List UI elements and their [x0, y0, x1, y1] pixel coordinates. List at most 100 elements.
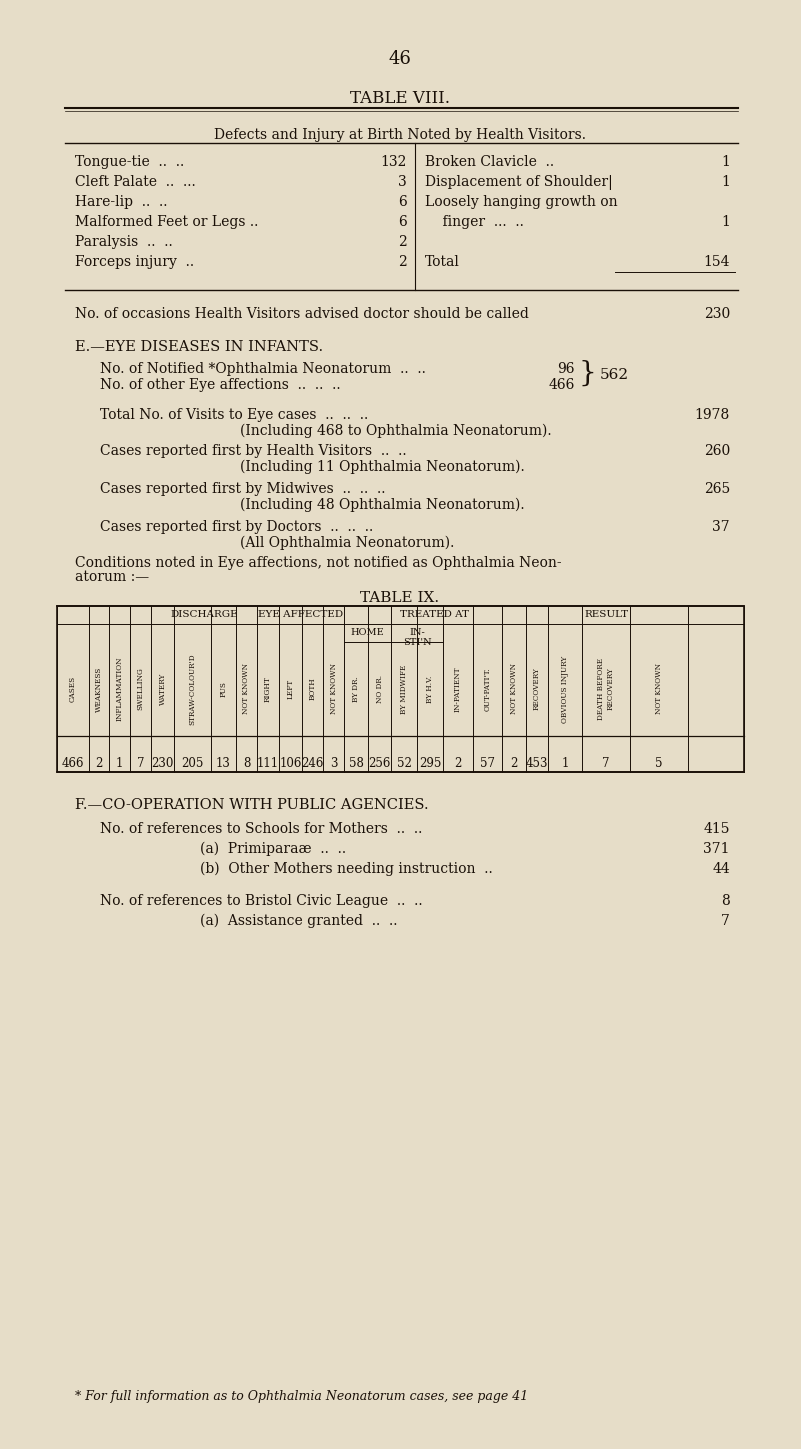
Text: 1: 1 — [721, 155, 730, 170]
Text: 205: 205 — [181, 756, 203, 769]
Text: (b)  Other Mothers needing instruction  ..: (b) Other Mothers needing instruction .. — [200, 862, 493, 877]
Text: BY DR.: BY DR. — [352, 677, 360, 701]
Text: 132: 132 — [380, 155, 407, 170]
Text: INFLAMMATION: INFLAMMATION — [115, 656, 123, 722]
Text: 562: 562 — [600, 368, 629, 383]
Text: PUS: PUS — [219, 681, 227, 697]
Text: Paralysis  ..  ..: Paralysis .. .. — [75, 235, 173, 249]
Text: (a)  Primiparaæ  ..  ..: (a) Primiparaæ .. .. — [200, 842, 346, 856]
Text: 1978: 1978 — [694, 409, 730, 422]
Text: (Including 468 to Ophthalmia Neonatorum).: (Including 468 to Ophthalmia Neonatorum)… — [240, 425, 552, 439]
Text: 13: 13 — [216, 756, 231, 769]
Text: 52: 52 — [396, 756, 412, 769]
Text: OUT-PATI'T.: OUT-PATI'T. — [484, 667, 492, 711]
Text: 6: 6 — [398, 214, 407, 229]
Text: RIGHT: RIGHT — [264, 677, 272, 701]
Text: BY H.V.: BY H.V. — [426, 675, 434, 703]
Text: No. of references to Bristol Civic League  ..  ..: No. of references to Bristol Civic Leagu… — [100, 894, 423, 909]
Text: 246: 246 — [301, 756, 324, 769]
Text: TABLE VIII.: TABLE VIII. — [350, 90, 450, 107]
Text: TREATED AT: TREATED AT — [400, 610, 469, 619]
Text: TABLE IX.: TABLE IX. — [360, 591, 440, 606]
Text: IN-PATIENT: IN-PATIENT — [454, 667, 462, 711]
Text: 5: 5 — [655, 756, 662, 769]
Text: 1: 1 — [116, 756, 123, 769]
Text: Defects and Injury at Birth Noted by Health Visitors.: Defects and Injury at Birth Noted by Hea… — [214, 128, 586, 142]
Text: 7: 7 — [721, 914, 730, 927]
Text: 230: 230 — [151, 756, 174, 769]
Text: No. of other Eye affections  ..  ..  ..: No. of other Eye affections .. .. .. — [100, 378, 340, 393]
Text: SWELLING: SWELLING — [136, 668, 144, 710]
Text: 57: 57 — [480, 756, 495, 769]
Text: E.—EYE DISEASES IN INFANTS.: E.—EYE DISEASES IN INFANTS. — [75, 341, 323, 354]
Text: NOT KNOWN: NOT KNOWN — [655, 664, 663, 714]
Text: CASES: CASES — [69, 675, 77, 703]
Text: 7: 7 — [137, 756, 144, 769]
Text: WEAKNESS: WEAKNESS — [95, 667, 103, 711]
Text: }: } — [578, 359, 596, 387]
Text: 230: 230 — [704, 307, 730, 322]
Text: Loosely hanging growth on: Loosely hanging growth on — [425, 196, 618, 209]
Text: 2: 2 — [454, 756, 461, 769]
Text: NOT KNOWN: NOT KNOWN — [329, 664, 337, 714]
Text: 1: 1 — [721, 175, 730, 188]
Text: 6: 6 — [398, 196, 407, 209]
Text: F.—CO-OPERATION WITH PUBLIC AGENCIES.: F.—CO-OPERATION WITH PUBLIC AGENCIES. — [75, 798, 429, 811]
Text: Cases reported first by Midwives  ..  ..  ..: Cases reported first by Midwives .. .. .… — [100, 483, 385, 496]
Text: BY MIDWIFE: BY MIDWIFE — [400, 664, 408, 714]
Text: Total No. of Visits to Eye cases  ..  ..  ..: Total No. of Visits to Eye cases .. .. .… — [100, 409, 368, 422]
Text: finger  ...  ..: finger ... .. — [425, 214, 524, 229]
Text: Cases reported first by Health Visitors  ..  ..: Cases reported first by Health Visitors … — [100, 443, 407, 458]
Text: Total: Total — [425, 255, 460, 270]
Text: Hare-lip  ..  ..: Hare-lip .. .. — [75, 196, 167, 209]
Text: 2: 2 — [398, 235, 407, 249]
Text: 8: 8 — [243, 756, 250, 769]
Text: RESULT: RESULT — [585, 610, 629, 619]
Text: IN-
STI'N: IN- STI'N — [403, 627, 431, 648]
Text: No. of Notified *Ophthalmia Neonatorum  ..  ..: No. of Notified *Ophthalmia Neonatorum .… — [100, 362, 426, 375]
Text: Forceps injury  ..: Forceps injury .. — [75, 255, 194, 270]
Text: 256: 256 — [368, 756, 391, 769]
Text: (Including 48 Ophthalmia Neonatorum).: (Including 48 Ophthalmia Neonatorum). — [240, 498, 525, 513]
Text: Tongue-tie  ..  ..: Tongue-tie .. .. — [75, 155, 184, 170]
Text: Displacement of Shoulder|: Displacement of Shoulder| — [425, 175, 613, 190]
Text: (All Ophthalmia Neonatorum).: (All Ophthalmia Neonatorum). — [240, 536, 454, 551]
Text: Cleft Palate  ..  ...: Cleft Palate .. ... — [75, 175, 195, 188]
Text: RECOVERY: RECOVERY — [533, 668, 541, 710]
Text: 1: 1 — [721, 214, 730, 229]
Text: 106: 106 — [280, 756, 302, 769]
Text: STRAW-COLOUR'D: STRAW-COLOUR'D — [188, 653, 196, 724]
Text: 37: 37 — [712, 520, 730, 535]
Text: Broken Clavicle  ..: Broken Clavicle .. — [425, 155, 554, 170]
Text: 1: 1 — [562, 756, 569, 769]
Text: LEFT: LEFT — [287, 680, 295, 698]
Text: 415: 415 — [703, 822, 730, 836]
Text: 58: 58 — [348, 756, 364, 769]
Text: 371: 371 — [703, 842, 730, 856]
Text: 154: 154 — [703, 255, 730, 270]
Text: (Including 11 Ophthalmia Neonatorum).: (Including 11 Ophthalmia Neonatorum). — [240, 459, 525, 474]
Text: 46: 46 — [388, 51, 412, 68]
Text: (a)  Assistance granted  ..  ..: (a) Assistance granted .. .. — [200, 914, 397, 929]
Text: NO DR.: NO DR. — [376, 675, 384, 703]
Text: 44: 44 — [712, 862, 730, 877]
Text: EYE AFFECTED: EYE AFFECTED — [258, 610, 343, 619]
Text: WATERY: WATERY — [159, 672, 167, 706]
Text: OBVIOUS INJURY: OBVIOUS INJURY — [561, 655, 569, 723]
Text: 260: 260 — [704, 443, 730, 458]
Text: 3: 3 — [330, 756, 337, 769]
Text: DEATH BEFORE
RECOVERY: DEATH BEFORE RECOVERY — [598, 658, 614, 720]
Text: 96: 96 — [557, 362, 575, 375]
Text: 2: 2 — [398, 255, 407, 270]
Text: 3: 3 — [398, 175, 407, 188]
Text: 295: 295 — [419, 756, 441, 769]
Text: NOT KNOWN: NOT KNOWN — [243, 664, 251, 714]
Text: NOT KNOWN: NOT KNOWN — [510, 664, 518, 714]
Text: Cases reported first by Doctors  ..  ..  ..: Cases reported first by Doctors .. .. .. — [100, 520, 373, 535]
Text: * For full information as to Ophthalmia Neonatorum cases, see page 41: * For full information as to Ophthalmia … — [75, 1390, 528, 1403]
Text: HOME: HOME — [351, 627, 384, 638]
Text: 111: 111 — [257, 756, 279, 769]
Text: 7: 7 — [602, 756, 610, 769]
Bar — [57, 606, 744, 772]
Text: 453: 453 — [525, 756, 548, 769]
